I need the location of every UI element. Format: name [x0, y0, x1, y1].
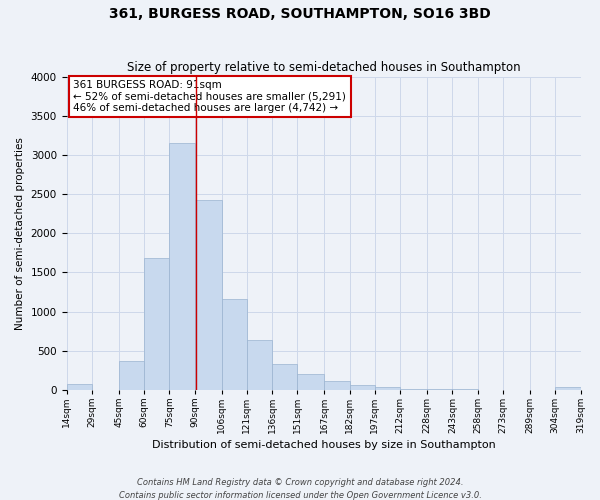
Bar — [400, 388, 427, 390]
Bar — [144, 258, 169, 390]
Bar — [67, 384, 92, 390]
Bar — [194, 200, 221, 390]
Text: 361 BURGESS ROAD: 91sqm
← 52% of semi-detached houses are smaller (5,291)
46% of: 361 BURGESS ROAD: 91sqm ← 52% of semi-de… — [73, 80, 346, 113]
Bar — [350, 385, 375, 390]
Bar — [555, 388, 581, 390]
Bar — [247, 340, 272, 390]
Bar — [221, 299, 247, 390]
Bar — [325, 380, 350, 390]
Bar — [427, 389, 452, 390]
Bar — [272, 364, 298, 390]
Text: 361, BURGESS ROAD, SOUTHAMPTON, SO16 3BD: 361, BURGESS ROAD, SOUTHAMPTON, SO16 3BD — [109, 8, 491, 22]
Bar — [119, 361, 144, 390]
Bar — [169, 142, 194, 390]
Text: Contains HM Land Registry data © Crown copyright and database right 2024.
Contai: Contains HM Land Registry data © Crown c… — [119, 478, 481, 500]
Y-axis label: Number of semi-detached properties: Number of semi-detached properties — [15, 137, 25, 330]
Bar — [375, 386, 400, 390]
Title: Size of property relative to semi-detached houses in Southampton: Size of property relative to semi-detach… — [127, 62, 520, 74]
Bar — [298, 374, 325, 390]
X-axis label: Distribution of semi-detached houses by size in Southampton: Distribution of semi-detached houses by … — [152, 440, 496, 450]
